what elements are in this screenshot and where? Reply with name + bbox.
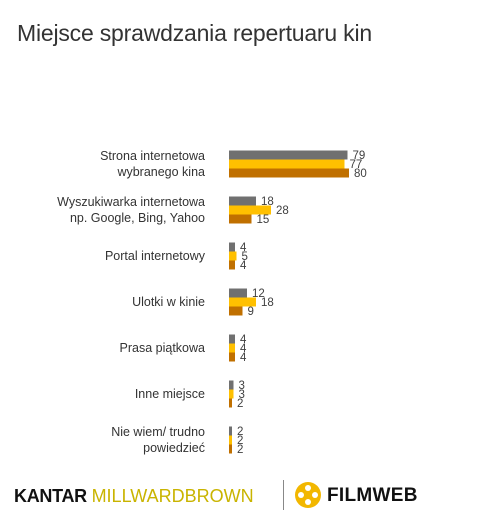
bar bbox=[229, 380, 234, 390]
bar bbox=[229, 426, 232, 436]
bar bbox=[229, 205, 271, 215]
category-label: Nie wiem/ trudno bbox=[111, 425, 205, 439]
bar-value-label: 4 bbox=[240, 343, 247, 355]
bar bbox=[229, 196, 256, 206]
filmweb-wordmark: FILMWEB bbox=[327, 485, 418, 506]
bar-value-label: 5 bbox=[242, 251, 248, 263]
category-label: wybranego kina bbox=[116, 165, 205, 179]
bar-value-label: 2 bbox=[237, 444, 243, 456]
bar-value-label: 80 bbox=[354, 168, 367, 180]
bar bbox=[229, 150, 348, 160]
bar-value-label: 4 bbox=[240, 242, 247, 254]
bar bbox=[229, 389, 234, 399]
category-label: Ulotki w kinie bbox=[132, 295, 205, 309]
bar bbox=[229, 343, 235, 353]
bar-value-label: 2 bbox=[237, 435, 243, 447]
chart-title: Miejsce sprawdzania repertuaru kin bbox=[17, 20, 372, 46]
category-label: Strona internetowa bbox=[100, 149, 205, 163]
bar-value-label: 18 bbox=[261, 297, 274, 309]
bar-value-label: 4 bbox=[240, 260, 247, 272]
kantar-wordmark: KANTAR bbox=[14, 486, 87, 506]
bar bbox=[229, 288, 247, 298]
bar bbox=[229, 242, 235, 252]
bar bbox=[229, 435, 232, 445]
bar bbox=[229, 334, 235, 344]
bar bbox=[229, 260, 235, 270]
bar-value-label: 2 bbox=[237, 398, 243, 410]
logo-divider bbox=[283, 480, 284, 510]
category-label: powiedzieć bbox=[143, 441, 205, 455]
bar-value-label: 3 bbox=[239, 380, 245, 392]
bar-value-label: 77 bbox=[350, 159, 363, 171]
bar-value-label: 4 bbox=[240, 352, 247, 364]
bar-value-label: 4 bbox=[240, 334, 247, 346]
kantar-millwardbrown-logo: KANTAR MILLWARDBROWN bbox=[14, 486, 254, 507]
bar bbox=[229, 444, 232, 454]
bar-value-label: 28 bbox=[276, 205, 289, 217]
bar-value-label: 9 bbox=[248, 306, 254, 318]
bar-value-label: 15 bbox=[257, 214, 270, 226]
bar bbox=[229, 168, 349, 178]
bar-value-label: 2 bbox=[237, 426, 243, 438]
bar-value-label: 79 bbox=[353, 150, 366, 162]
bar-value-label: 12 bbox=[252, 288, 265, 300]
category-label: Wyszukiwarka internetowa bbox=[57, 195, 205, 209]
footer-logos: KANTAR MILLWARDBROWN FILMWEB bbox=[0, 474, 490, 514]
category-label: np. Google, Bing, Yahoo bbox=[70, 211, 205, 225]
bar bbox=[229, 352, 235, 362]
bar bbox=[229, 251, 237, 261]
category-label: Inne miejsce bbox=[135, 387, 205, 401]
filmweb-reel-icon bbox=[295, 482, 321, 508]
bar bbox=[229, 306, 243, 316]
category-label: Prasa piątkowa bbox=[120, 341, 206, 355]
bar-value-label: 18 bbox=[261, 196, 274, 208]
bar bbox=[229, 398, 232, 408]
category-label: Portal internetowy bbox=[105, 249, 206, 263]
millwardbrown-wordmark: MILLWARDBROWN bbox=[91, 486, 254, 506]
bar bbox=[229, 297, 256, 307]
bar bbox=[229, 214, 252, 224]
bar-value-label: 3 bbox=[239, 389, 245, 401]
bar bbox=[229, 159, 345, 169]
